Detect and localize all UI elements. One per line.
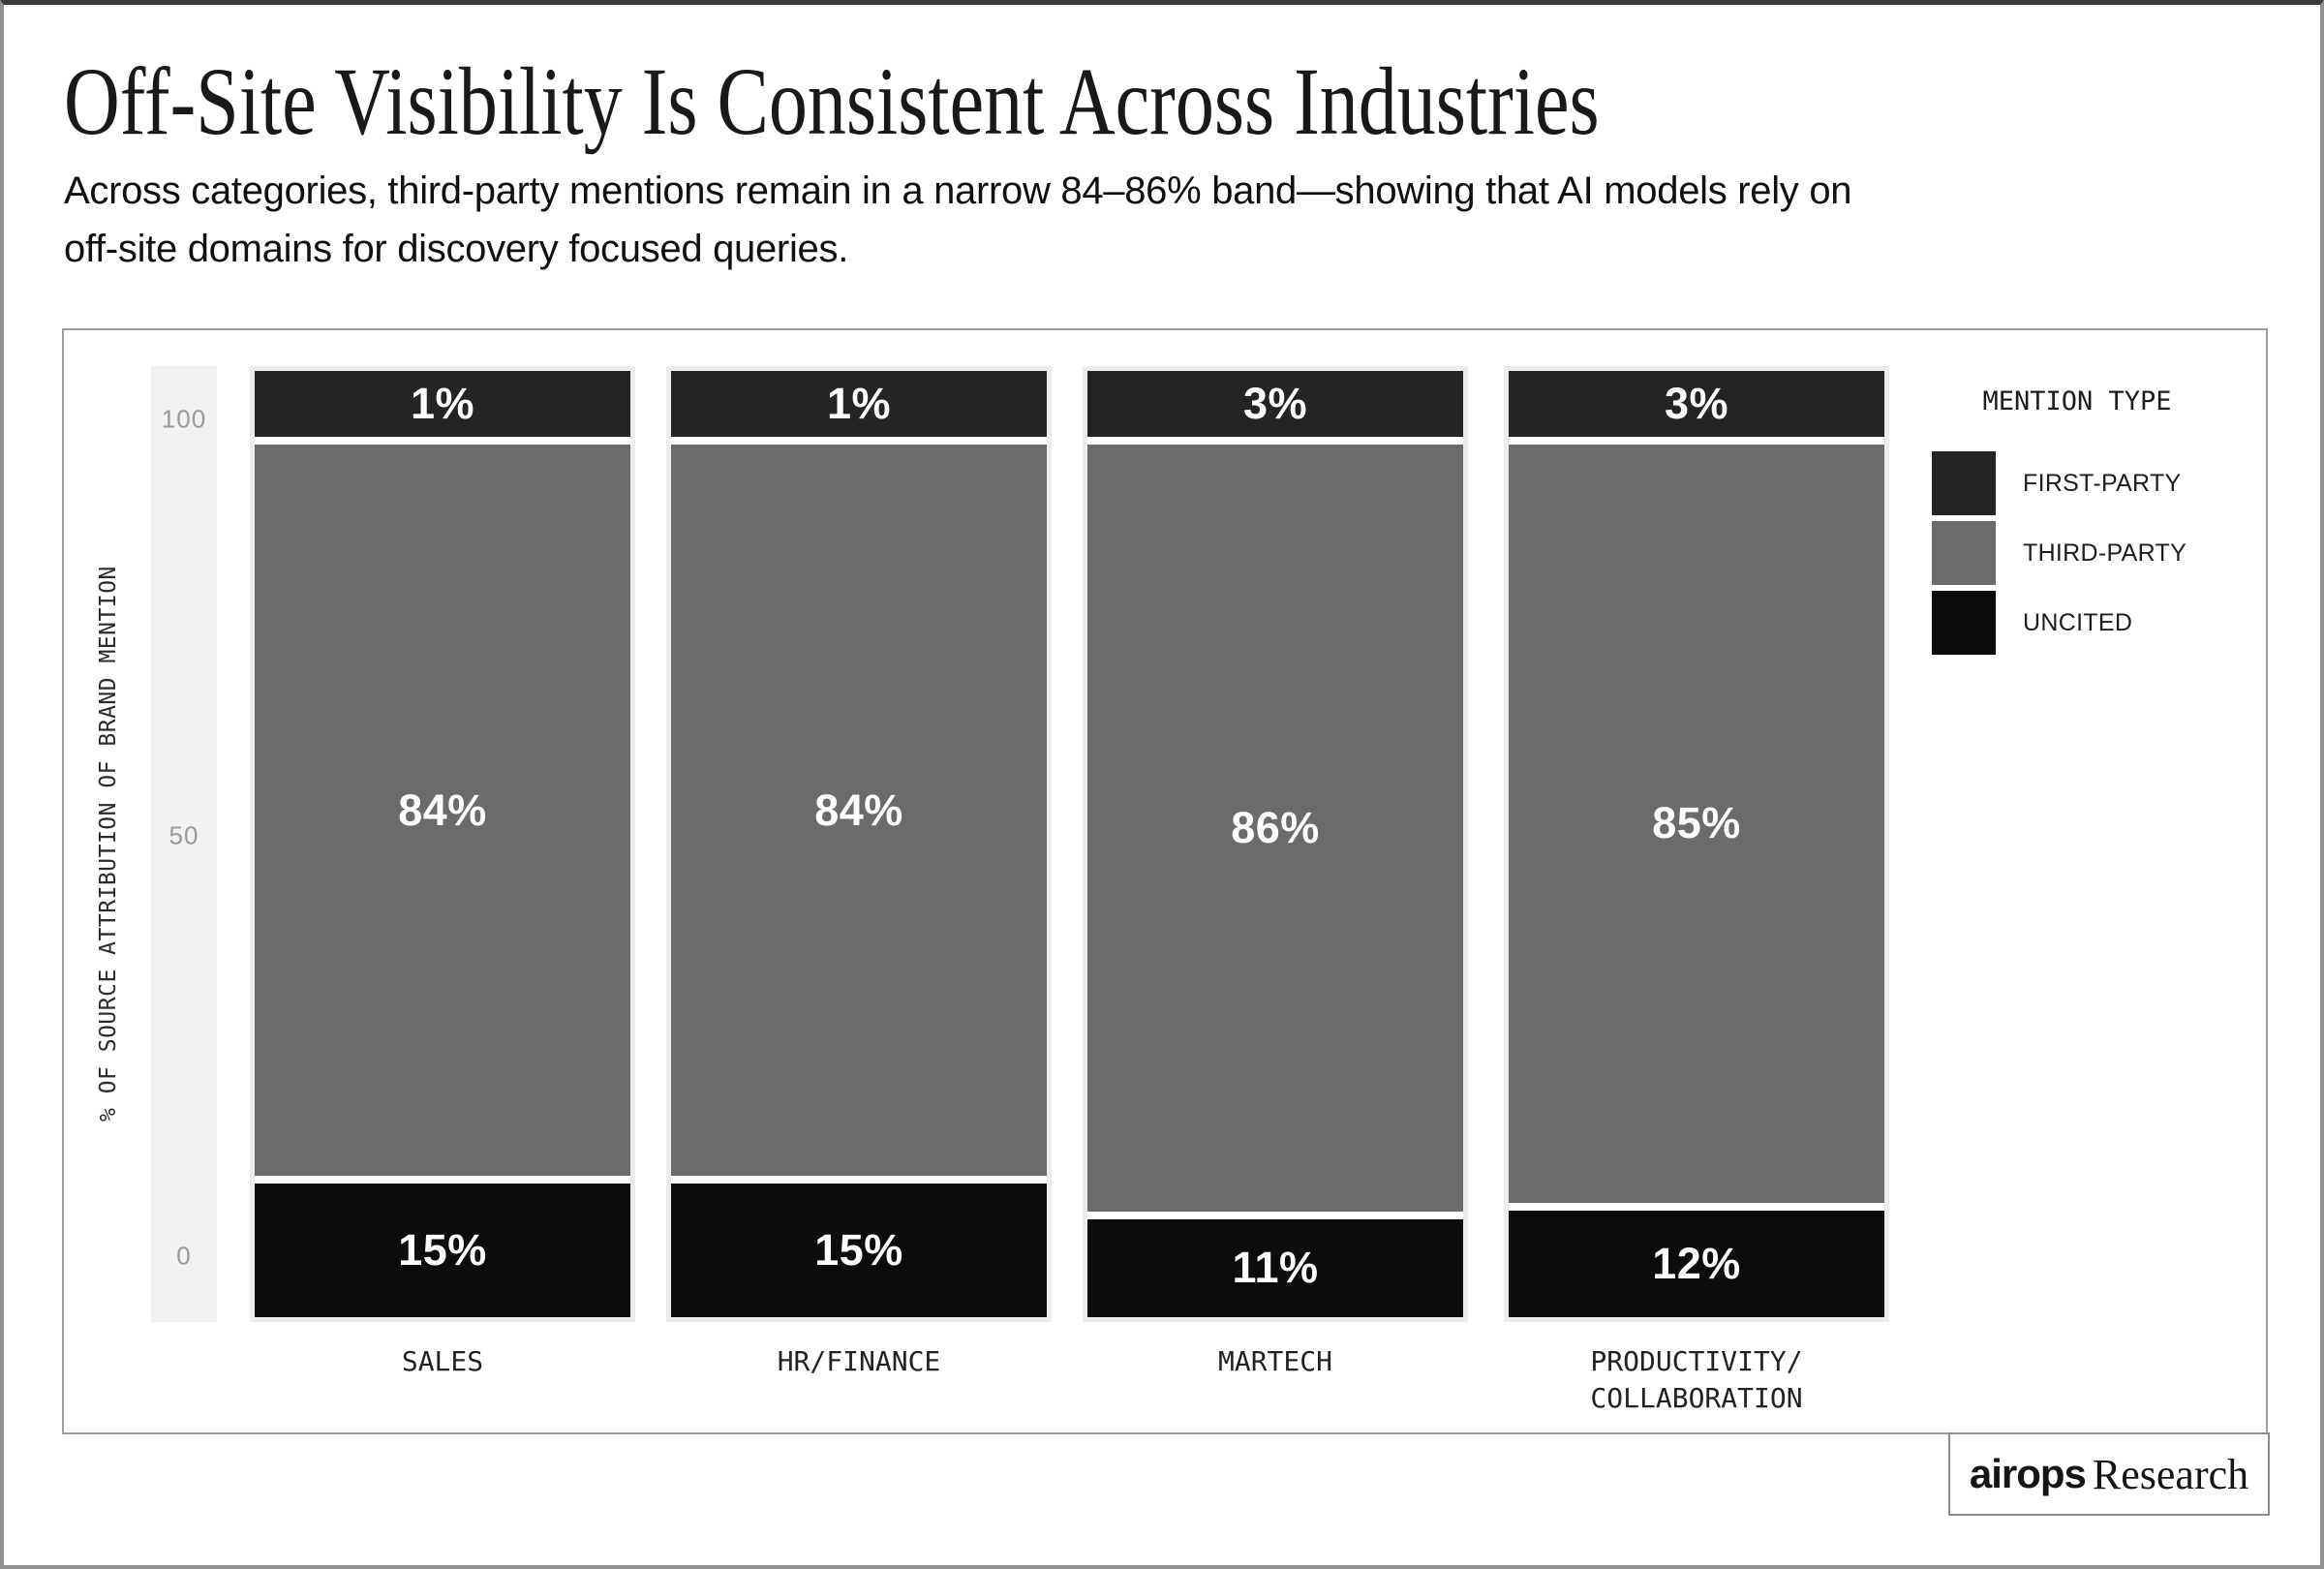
legend-items: FIRST-PARTY THIRD-PARTY UNCITED: [1932, 451, 2261, 655]
bar-sales: 1% 84% 15% SALES: [250, 366, 635, 1380]
segment-value-label: 15%: [398, 1225, 487, 1275]
segment-value-label: 84%: [814, 784, 903, 835]
segment-third-party: 84%: [671, 445, 1047, 1176]
bar-hr-finance: 1% 84% 15% HR/FINANCE: [666, 366, 1052, 1380]
y-tick-50: 50: [168, 820, 199, 850]
legend-item-first-party: FIRST-PARTY: [1932, 451, 2261, 515]
segment-third-party: 85%: [1509, 445, 1884, 1203]
segment-value-label: 3%: [1664, 379, 1729, 428]
x-axis-label: MARTECH: [1217, 1345, 1332, 1377]
legend: MENTION TYPE FIRST-PARTY THIRD-PARTY UNCIT…: [1932, 386, 2261, 661]
segment-value-label: 1%: [410, 379, 475, 428]
y-axis-tick-strip: 100 50 0: [151, 366, 217, 1322]
legend-item-third-party: THIRD-PARTY: [1932, 521, 2261, 585]
first-party-swatch: [1932, 451, 1996, 515]
third-party-swatch: [1932, 521, 1996, 585]
bar-frame: 1% 84% 15%: [666, 366, 1052, 1322]
page-subtitle: Across categories, third-party mentions …: [64, 169, 1852, 270]
segment-value-label: 15%: [814, 1225, 903, 1275]
brand-logo: airops Research: [1948, 1432, 2270, 1516]
segment-uncited: 15%: [255, 1184, 630, 1317]
bars-area: 1% 84% 15% SALES 1% 84% 15% HR/FINANCE 3% 86% 11% M…: [64, 330, 2266, 1432]
legend-label: UNCITED: [2023, 608, 2133, 636]
brand-logo-research: Research: [2092, 1450, 2249, 1498]
page-title: Off-Site Visibility Is Consistent Across…: [64, 47, 1600, 155]
y-tick-0: 0: [176, 1241, 192, 1271]
brand-logo-airops: airops: [1969, 1451, 2087, 1496]
legend-label: FIRST-PARTY: [2023, 469, 2182, 497]
segment-value-label: 12%: [1652, 1238, 1741, 1288]
segment-uncited: 15%: [671, 1184, 1047, 1317]
bar-frame: 3% 85% 12%: [1504, 366, 1889, 1322]
bar-martech: 3% 86% 11% MARTECH: [1083, 366, 1468, 1380]
segment-first-party: 3%: [1509, 371, 1884, 437]
segment-uncited: 11%: [1087, 1218, 1463, 1317]
segment-first-party: 1%: [255, 371, 630, 437]
segment-third-party: 86%: [1087, 445, 1463, 1212]
x-axis-label: SALES: [401, 1345, 484, 1377]
legend-title: MENTION TYPE: [1982, 386, 2172, 416]
segment-first-party: 1%: [671, 371, 1047, 437]
bar-frame: 3% 86% 11%: [1083, 366, 1468, 1322]
segment-value-label: 11%: [1232, 1243, 1319, 1293]
bar-frame: 1% 84% 15%: [250, 366, 635, 1322]
segment-uncited: 12%: [1509, 1210, 1884, 1317]
segment-value-label: 85%: [1652, 798, 1741, 848]
y-tick-100: 100: [161, 404, 207, 434]
legend-item-uncited: UNCITED: [1932, 591, 2261, 655]
x-axis-label: PRODUCTIVITY/ COLLABORATION: [1590, 1345, 1803, 1414]
bar-productivity-collaboration: 3% 85% 12% PRODUCTIVITY/ COLLABORATION: [1504, 366, 1889, 1417]
chart-panel: % OF SOURCE ATTRIBUTION OF BRAND MENTION…: [62, 328, 2268, 1434]
segment-first-party: 3%: [1087, 371, 1463, 437]
segment-value-label: 84%: [398, 784, 487, 835]
uncited-swatch: [1932, 591, 1996, 655]
segment-value-label: 1%: [826, 379, 892, 428]
segment-value-label: 86%: [1231, 802, 1320, 852]
segment-value-label: 3%: [1242, 379, 1308, 428]
legend-label: THIRD-PARTY: [2023, 538, 2187, 567]
segment-third-party: 84%: [255, 445, 630, 1176]
x-axis-label: HR/FINANCE: [777, 1345, 941, 1377]
